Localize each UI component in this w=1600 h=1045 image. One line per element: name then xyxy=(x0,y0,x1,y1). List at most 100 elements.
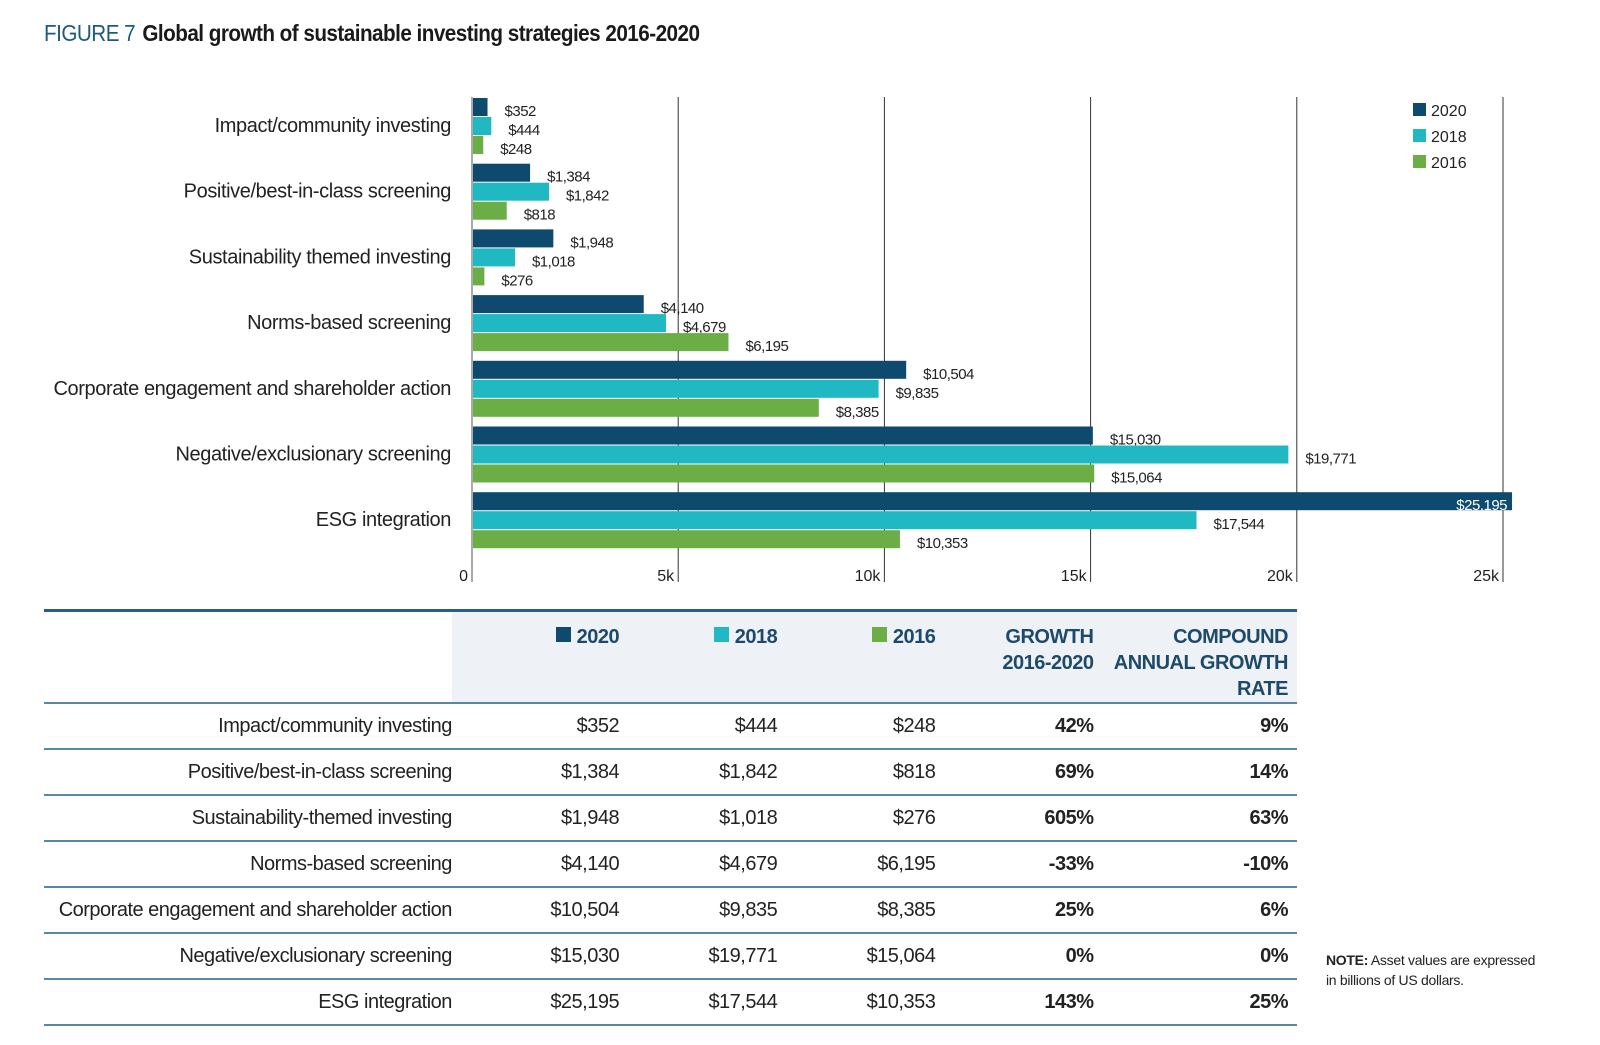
cell-2016: $248 xyxy=(892,714,936,737)
cell-2016: $6,195 xyxy=(877,852,936,875)
table-row: Impact/community investing $352 $444 $248 42… xyxy=(44,703,1297,749)
data-label-2016: $15,064 xyxy=(1111,470,1162,487)
cell-2018: $17,544 xyxy=(708,990,778,1013)
cell-2020: $1,948 xyxy=(560,806,620,829)
cell-2018: $4,679 xyxy=(719,852,778,875)
table-row: ESG integration $25,195 $17,544 $10,353 143%… xyxy=(44,979,1297,1025)
table-row: Corporate engagement and shareholder act… xyxy=(44,887,1297,933)
cell-2018: $1,842 xyxy=(719,760,778,783)
bar-chart: 0 5k 10k 15k 20k 25k Impact/community investin… xyxy=(53,97,1513,585)
x-tick-label: 15k xyxy=(1061,568,1088,585)
category-label: Corporate engagement and shareholder act… xyxy=(53,378,451,400)
header-cagr: COMPOUND ANNUAL GROWTH RATE xyxy=(1093,610,1297,703)
table-row: Positive/best-in-class screening $1,384 $1… xyxy=(44,749,1297,795)
bar-2018 xyxy=(473,314,666,333)
data-label-2016: $276 xyxy=(501,272,533,289)
row-label: Negative/exclusionary screening xyxy=(179,944,452,967)
legend-label-2016: 2016 xyxy=(1431,155,1467,172)
swatch-2016 xyxy=(871,627,887,642)
x-tick-label: 25k xyxy=(1473,568,1500,585)
data-label-2018: $19,771 xyxy=(1305,451,1356,468)
legend-swatch-2018 xyxy=(1413,129,1426,142)
data-label-2018: $4,679 xyxy=(683,319,726,336)
data-label-2020: $1,384 xyxy=(547,169,590,186)
bar-2018 xyxy=(473,182,549,201)
cell-cagr: 63% xyxy=(1249,806,1288,829)
bar-2020 xyxy=(473,295,644,314)
data-table: 2020 2018 2016 GROWTH 2016-2020 COMPOUND… xyxy=(44,609,1297,1026)
category-label: Impact/community investing xyxy=(215,115,451,137)
legend-swatch-2020 xyxy=(1413,103,1426,116)
bar-2016 xyxy=(473,136,484,154)
x-tick-label: 5k xyxy=(657,568,675,585)
data-label-2018: $1,842 xyxy=(566,188,609,205)
row-label: ESG integration xyxy=(318,990,452,1013)
cell-cagr: 14% xyxy=(1249,760,1288,783)
note-text: Asset values are expressed in billions o… xyxy=(1326,952,1536,988)
data-label-2016: $8,385 xyxy=(836,404,879,421)
note-label: NOTE: xyxy=(1326,952,1369,968)
cell-2018: $19,771 xyxy=(708,944,778,967)
cell-2020: $1,384 xyxy=(560,760,620,783)
category-label: ESG integration xyxy=(316,509,451,531)
data-label-2018: $9,835 xyxy=(896,385,939,402)
cell-cagr: 0% xyxy=(1260,944,1288,967)
legend-label-2020: 2020 xyxy=(1431,103,1467,120)
cell-growth: 143% xyxy=(1044,990,1094,1013)
header-label: 2020 xyxy=(576,626,620,648)
figure-title: FIGURE 7 Global growth of sustainable inv… xyxy=(44,20,700,47)
swatch-2018 xyxy=(713,627,729,642)
data-label-2020: $352 xyxy=(505,103,537,120)
cell-2020: $4,140 xyxy=(560,852,620,875)
data-label-2018: $1,018 xyxy=(532,253,575,270)
cell-2020: $25,195 xyxy=(550,990,620,1013)
data-label-2020: $25,195 xyxy=(1456,497,1507,514)
header-2016: 2016 xyxy=(777,610,936,703)
category-label: Sustainability themed investing xyxy=(189,246,451,268)
bar-2018 xyxy=(473,117,492,135)
cell-2018: $1,018 xyxy=(719,806,778,829)
x-tick-label: 0 xyxy=(459,568,468,585)
header-blank xyxy=(44,610,452,703)
bar-2018 xyxy=(473,379,879,398)
cell-growth: 605% xyxy=(1044,806,1094,829)
data-label-2020: $15,030 xyxy=(1110,432,1161,449)
data-label-2016: $10,353 xyxy=(917,535,968,552)
category-label: Positive/best-in-class screening xyxy=(184,181,451,203)
table-header-row: 2020 2018 2016 GROWTH 2016-2020 COMPOUND… xyxy=(44,610,1297,703)
x-tick-label: 10k xyxy=(855,568,882,585)
cell-cagr: 25% xyxy=(1249,990,1288,1013)
bar-2020 xyxy=(473,426,1093,445)
row-label: Norms-based screening xyxy=(250,852,452,875)
data-label-2016: $818 xyxy=(524,207,556,224)
header-2020: 2020 xyxy=(451,610,620,703)
row-label: Positive/best-in-class screening xyxy=(187,760,453,783)
table-row: Negative/exclusionary screening $15,030 $1… xyxy=(44,933,1297,979)
bar-2020 xyxy=(473,229,554,248)
cell-2020: $15,030 xyxy=(550,944,620,967)
cell-2016: $276 xyxy=(892,806,936,829)
cell-2016: $818 xyxy=(892,760,936,783)
cell-2016: $8,385 xyxy=(877,898,936,921)
cell-cagr: 6% xyxy=(1260,898,1288,921)
chart-title: Global growth of sustainable investing s… xyxy=(142,20,700,46)
category-label: Negative/exclusionary screening xyxy=(175,444,451,466)
cell-growth: 25% xyxy=(1054,898,1094,921)
header-label: 2018 xyxy=(734,626,778,648)
cell-2020: $352 xyxy=(576,714,620,737)
table-row: Sustainability-themed investing $1,948 $1,… xyxy=(44,795,1297,841)
cell-growth: -33% xyxy=(1048,852,1094,875)
legend-swatch-2016 xyxy=(1413,155,1426,168)
data-label-2018: $17,544 xyxy=(1214,516,1265,533)
swatch-2020 xyxy=(555,627,571,642)
cell-cagr: -10% xyxy=(1243,852,1288,875)
bar-2018 xyxy=(473,511,1197,530)
cell-cagr: 9% xyxy=(1260,714,1288,737)
table-row: Norms-based screening $4,140 $4,679 $6,195 -… xyxy=(44,841,1297,887)
bar-2016 xyxy=(473,267,485,286)
row-label: Sustainability-themed investing xyxy=(191,806,453,829)
bar-2018 xyxy=(473,445,1289,464)
header-label: 2016 xyxy=(892,626,936,648)
figure-label: FIGURE 7 xyxy=(44,20,136,46)
row-label: Impact/community investing xyxy=(218,714,452,737)
